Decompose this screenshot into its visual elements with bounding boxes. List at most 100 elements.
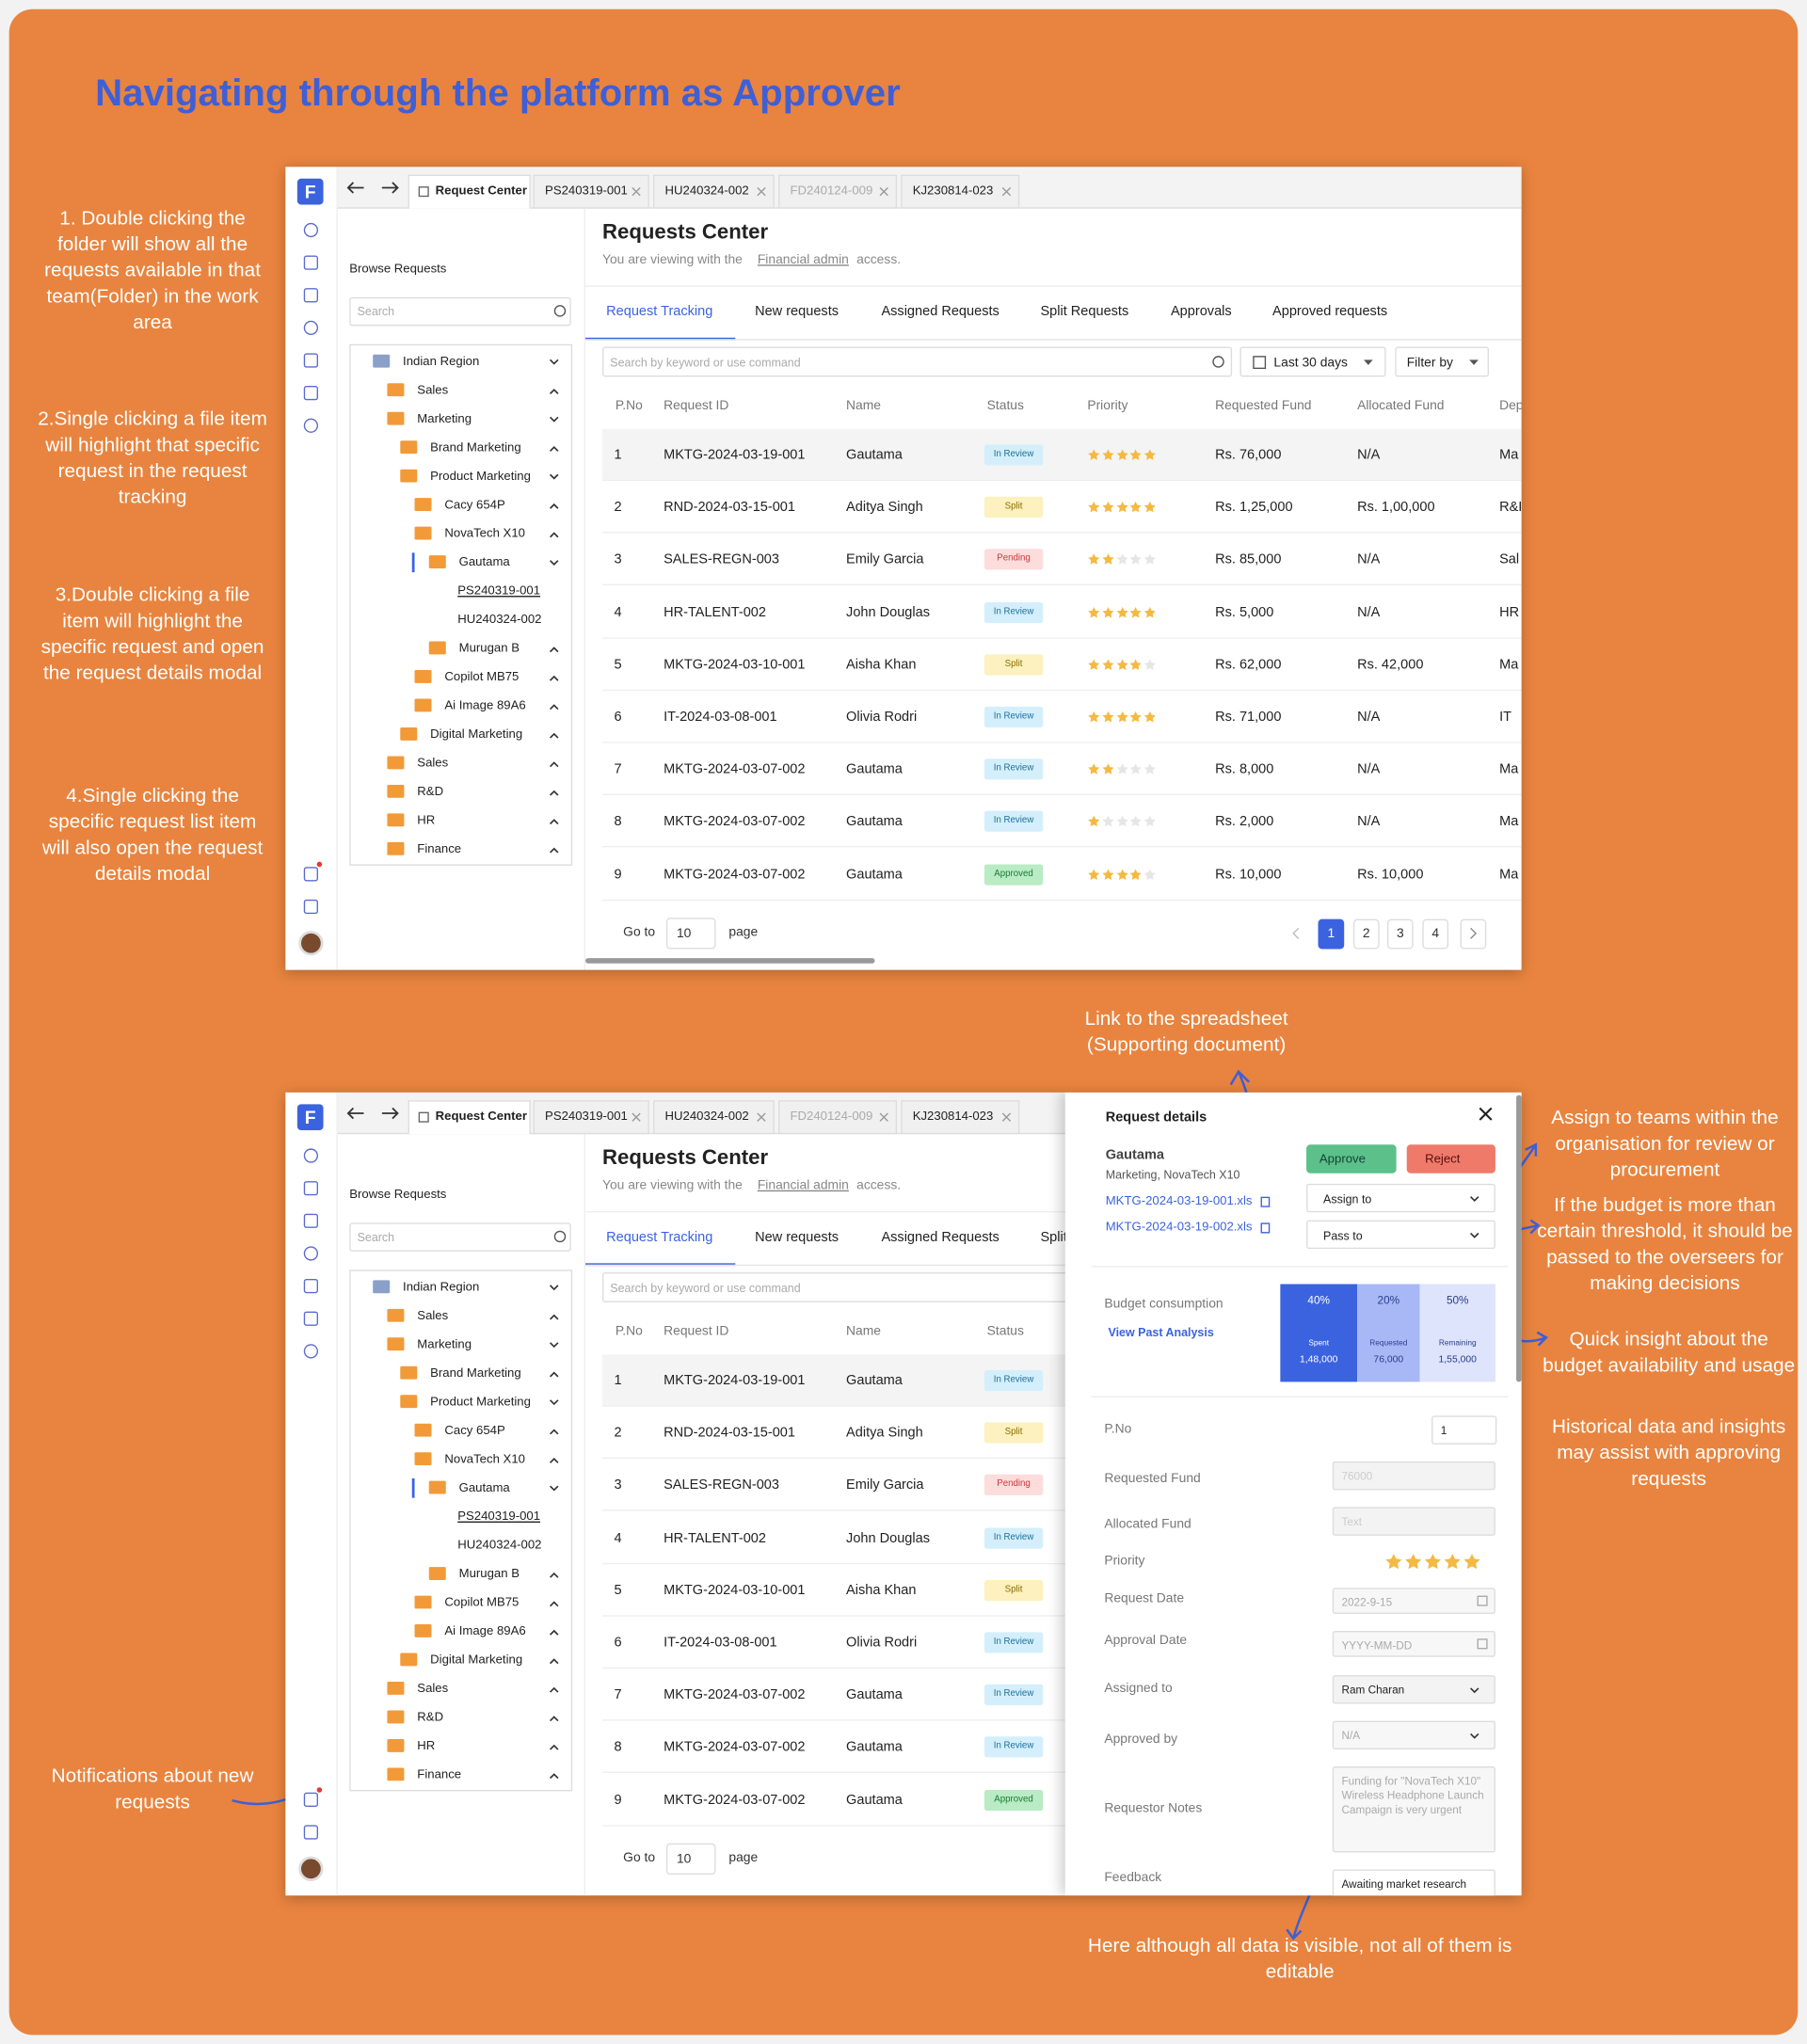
- tab[interactable]: Request Center: [408, 1100, 531, 1135]
- tree-item[interactable]: Cacy 654P: [351, 494, 570, 518]
- tab[interactable]: FD240124-009: [778, 174, 898, 209]
- avatar[interactable]: [298, 1856, 324, 1881]
- tree-item[interactable]: PS240319-001: [351, 1506, 570, 1529]
- tree-item[interactable]: Sales: [351, 379, 570, 403]
- nav-tab[interactable]: Split Requests: [1040, 303, 1129, 320]
- nav-tab[interactable]: Assigned Requests: [881, 1229, 999, 1245]
- nav-icon[interactable]: [303, 1181, 319, 1196]
- table-row[interactable]: 3 SALES-REGN-003 Emily Garcia Rs. 85,000 N/A…: [601, 534, 1522, 586]
- nav-icon[interactable]: [303, 1825, 319, 1840]
- field-input[interactable]: 1: [1431, 1415, 1497, 1445]
- tree-item[interactable]: Digital Marketing: [351, 724, 570, 747]
- tree-item[interactable]: Indian Region: [351, 351, 570, 375]
- approve-button[interactable]: Approve: [1306, 1144, 1397, 1174]
- nav-tab[interactable]: New requests: [755, 1229, 840, 1245]
- nav-tab[interactable]: Assigned Requests: [881, 303, 999, 320]
- tab[interactable]: HU240324-002: [653, 174, 775, 209]
- tab[interactable]: HU240324-002: [653, 1100, 775, 1135]
- table-row[interactable]: 7 MKTG-2024-03-07-002 Gautama Rs. 8,000 N/A M…: [601, 743, 1522, 796]
- tab[interactable]: FD240124-009: [778, 1100, 898, 1135]
- table-row[interactable]: 2 RND-2024-03-15-001 Aditya Singh Rs. 1,25,…: [601, 481, 1522, 534]
- tab[interactable]: KJ230814-023: [901, 174, 1020, 209]
- sidebar-search[interactable]: Search: [349, 1222, 571, 1252]
- tree-item[interactable]: NovaTech X10: [351, 1448, 570, 1472]
- tree-item[interactable]: Marketing: [351, 408, 570, 432]
- tree-item[interactable]: Finance: [351, 838, 570, 862]
- date-filter[interactable]: Last 30 days: [1239, 346, 1386, 377]
- tree-item[interactable]: Ai Image 89A6: [351, 695, 570, 718]
- tree-item[interactable]: HU240324-002: [351, 1534, 570, 1557]
- nav-icon[interactable]: [303, 353, 319, 368]
- file-link[interactable]: MKTG-2024-03-19-002.xls: [1105, 1220, 1253, 1235]
- tree-item[interactable]: Brand Marketing: [351, 1363, 570, 1386]
- nav-tab[interactable]: Approvals: [1170, 303, 1232, 320]
- page-button[interactable]: 3: [1386, 918, 1414, 950]
- tree-item[interactable]: Product Marketing: [351, 466, 570, 489]
- past-analysis-link[interactable]: View Past Analysis: [1108, 1325, 1214, 1339]
- nav-icon[interactable]: [303, 255, 319, 270]
- tree-item[interactable]: Copilot MB75: [351, 666, 570, 690]
- nav-icon[interactable]: [303, 867, 319, 882]
- tree-item[interactable]: Indian Region: [351, 1276, 570, 1300]
- tree-item[interactable]: Ai Image 89A6: [351, 1621, 570, 1644]
- table-row[interactable]: 9 MKTG-2024-03-07-002 Gautama Rs. 10,000 Rs.…: [601, 848, 1522, 901]
- access-link[interactable]: Financial admin: [757, 1178, 849, 1193]
- tab[interactable]: PS240319-001: [533, 1100, 649, 1135]
- tree-item[interactable]: Murugan B: [351, 1563, 570, 1587]
- tab[interactable]: Request Center: [408, 174, 531, 209]
- back-arrow[interactable]: [346, 182, 364, 195]
- forward-arrow[interactable]: [381, 1107, 399, 1120]
- file-link[interactable]: MKTG-2024-03-19-001.xls: [1105, 1193, 1253, 1209]
- avatar[interactable]: [298, 931, 324, 956]
- tree-item[interactable]: Sales: [351, 752, 570, 775]
- tree-item[interactable]: PS240319-001: [351, 580, 570, 603]
- filter-button[interactable]: Filter by: [1395, 346, 1489, 377]
- page-button[interactable]: 2: [1352, 918, 1380, 950]
- tree-item[interactable]: Product Marketing: [351, 1391, 570, 1414]
- reject-button[interactable]: Reject: [1406, 1144, 1495, 1174]
- nav-tab[interactable]: Request Tracking: [606, 1229, 713, 1245]
- table-row[interactable]: 8 MKTG-2024-03-07-002 Gautama Rs. 2,000 N/A M…: [601, 795, 1522, 848]
- tree-item[interactable]: R&D: [351, 1706, 570, 1730]
- assign-select[interactable]: Assign to: [1306, 1183, 1495, 1213]
- tree-item[interactable]: Brand Marketing: [351, 437, 570, 460]
- nav-icon[interactable]: [303, 1246, 319, 1261]
- tree-item[interactable]: Gautama: [351, 1477, 570, 1501]
- pass-select[interactable]: Pass to: [1306, 1220, 1495, 1250]
- tree-item[interactable]: Copilot MB75: [351, 1591, 570, 1615]
- nav-icon[interactable]: [303, 222, 319, 238]
- table-row[interactable]: 5 MKTG-2024-03-10-001 Aisha Khan Rs. 62,000…: [601, 638, 1522, 691]
- tree-item[interactable]: Sales: [351, 1678, 570, 1701]
- nav-icon[interactable]: [303, 288, 319, 303]
- nav-icon[interactable]: [303, 1311, 319, 1326]
- nav-icon[interactable]: [303, 320, 319, 336]
- back-arrow[interactable]: [346, 1107, 364, 1120]
- table-search[interactable]: Search by keyword or use command: [601, 346, 1233, 377]
- tree-item[interactable]: HR: [351, 1735, 570, 1759]
- nav-tab[interactable]: New requests: [755, 303, 840, 320]
- table-row[interactable]: 1 MKTG-2024-03-19-001 Gautama Rs. 76,000 N/A…: [601, 428, 1522, 482]
- access-link[interactable]: Financial admin: [757, 252, 849, 267]
- nav-icon[interactable]: [303, 1344, 319, 1359]
- next-page-box[interactable]: [1460, 918, 1487, 950]
- tree-item[interactable]: Finance: [351, 1764, 570, 1787]
- field-input[interactable]: Awaiting market research: [1332, 1869, 1495, 1896]
- page-button[interactable]: 1: [1318, 918, 1345, 950]
- tab[interactable]: KJ230814-023: [901, 1100, 1020, 1135]
- sidebar-search[interactable]: Search: [349, 296, 571, 327]
- tree-item[interactable]: Digital Marketing: [351, 1649, 570, 1672]
- tree-item[interactable]: R&D: [351, 781, 570, 805]
- tree-item[interactable]: Marketing: [351, 1333, 570, 1357]
- tree-item[interactable]: HR: [351, 809, 570, 833]
- tree-item[interactable]: HU240324-002: [351, 609, 570, 632]
- nav-tab[interactable]: Approved requests: [1272, 303, 1388, 320]
- nav-icon[interactable]: [303, 386, 319, 401]
- page-button[interactable]: 4: [1422, 918, 1449, 950]
- tree-item[interactable]: Cacy 654P: [351, 1420, 570, 1444]
- forward-arrow[interactable]: [381, 182, 399, 195]
- tree-item[interactable]: Murugan B: [351, 637, 570, 661]
- table-row[interactable]: 6 IT-2024-03-08-001 Olivia Rodri Rs. 71,000…: [601, 691, 1522, 743]
- table-row[interactable]: 4 HR-TALENT-002 John Douglas Rs. 5,000 N/A HR…: [601, 585, 1522, 639]
- close-button[interactable]: [1479, 1107, 1493, 1121]
- tab[interactable]: PS240319-001: [533, 174, 649, 209]
